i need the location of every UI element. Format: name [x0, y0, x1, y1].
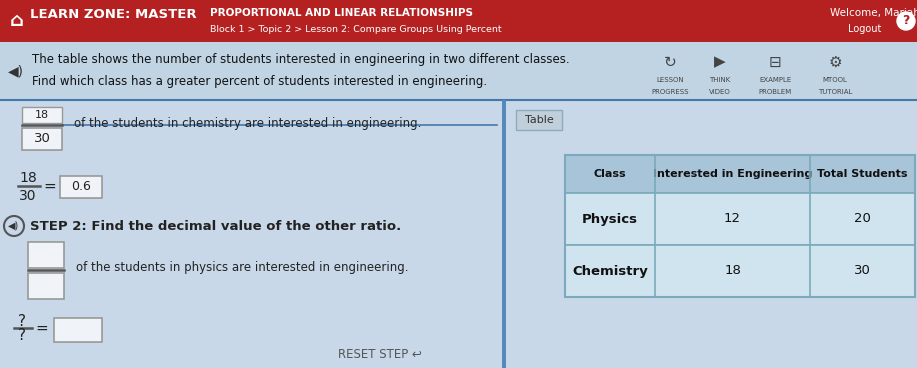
- Text: 0.6: 0.6: [71, 180, 91, 194]
- Text: 30: 30: [854, 265, 871, 277]
- Text: ◀): ◀): [8, 64, 24, 78]
- Text: ?: ?: [902, 14, 910, 28]
- Text: 20: 20: [854, 212, 871, 226]
- FancyBboxPatch shape: [54, 318, 102, 342]
- FancyBboxPatch shape: [22, 128, 62, 150]
- Text: VIDEO: VIDEO: [709, 89, 731, 95]
- Text: LESSON: LESSON: [657, 77, 684, 83]
- Bar: [565, 155, 915, 193]
- Text: TUTORIAL: TUTORIAL: [818, 89, 852, 95]
- Bar: [565, 155, 915, 297]
- Text: Block 1 > Topic 2 > Lesson 2: Compare Groups Using Percent: Block 1 > Topic 2 > Lesson 2: Compare Gr…: [210, 25, 502, 33]
- Text: 30: 30: [19, 189, 37, 203]
- Text: ⌂: ⌂: [10, 11, 24, 31]
- Bar: [565, 245, 915, 297]
- Text: The table shows the number of students interested in engineering in two differen: The table shows the number of students i…: [32, 53, 569, 67]
- Text: of the students in chemistry are interested in engineering.: of the students in chemistry are interes…: [74, 117, 422, 130]
- Bar: [0, 0, 917, 42]
- Text: ▶: ▶: [714, 54, 726, 70]
- Text: MTOOL: MTOOL: [823, 77, 847, 83]
- Text: PROPORTIONAL AND LINEAR RELATIONSHIPS: PROPORTIONAL AND LINEAR RELATIONSHIPS: [210, 8, 473, 18]
- Bar: [565, 193, 915, 245]
- Bar: [0, 42, 917, 100]
- Text: Chemistry: Chemistry: [572, 265, 648, 277]
- Text: Physics: Physics: [582, 212, 638, 226]
- Text: LEARN ZONE: MASTER: LEARN ZONE: MASTER: [30, 8, 196, 21]
- Bar: [502, 100, 506, 368]
- Text: ?: ?: [18, 329, 26, 343]
- Text: Find which class has a greater percent of students interested in engineering.: Find which class has a greater percent o…: [32, 75, 487, 88]
- Text: ⊟: ⊟: [768, 54, 781, 70]
- Bar: [22, 107, 62, 123]
- FancyBboxPatch shape: [60, 176, 102, 198]
- Text: Interested in Engineering: Interested in Engineering: [653, 169, 812, 179]
- Text: 18: 18: [724, 265, 741, 277]
- Text: ⚙: ⚙: [828, 54, 842, 70]
- Text: of the students in physics are interested in engineering.: of the students in physics are intereste…: [76, 262, 408, 275]
- Circle shape: [897, 12, 915, 30]
- FancyBboxPatch shape: [28, 273, 64, 299]
- Text: 12: 12: [724, 212, 741, 226]
- Text: ?: ?: [18, 314, 26, 329]
- Text: =: =: [36, 321, 49, 336]
- Text: 30: 30: [34, 132, 50, 145]
- Text: ↻: ↻: [664, 54, 677, 70]
- Text: PROGRESS: PROGRESS: [651, 89, 689, 95]
- Text: ◀): ◀): [8, 221, 19, 231]
- Text: Welcome, Mariah!: Welcome, Mariah!: [830, 8, 917, 18]
- Text: STEP 2: Find the decimal value of the other ratio.: STEP 2: Find the decimal value of the ot…: [30, 219, 402, 233]
- Text: =: =: [44, 178, 56, 194]
- Text: 18: 18: [35, 110, 50, 120]
- Text: THINK: THINK: [710, 77, 731, 83]
- Text: EXAMPLE: EXAMPLE: [759, 77, 791, 83]
- Text: Total Students: Total Students: [817, 169, 908, 179]
- FancyBboxPatch shape: [28, 242, 64, 268]
- Text: Logout: Logout: [848, 24, 881, 34]
- Text: PROBLEM: PROBLEM: [758, 89, 791, 95]
- Text: Class: Class: [593, 169, 626, 179]
- FancyBboxPatch shape: [516, 110, 562, 130]
- Text: RESET STEP ↩: RESET STEP ↩: [338, 348, 422, 361]
- Text: 18: 18: [19, 171, 37, 185]
- Text: Table: Table: [525, 115, 553, 125]
